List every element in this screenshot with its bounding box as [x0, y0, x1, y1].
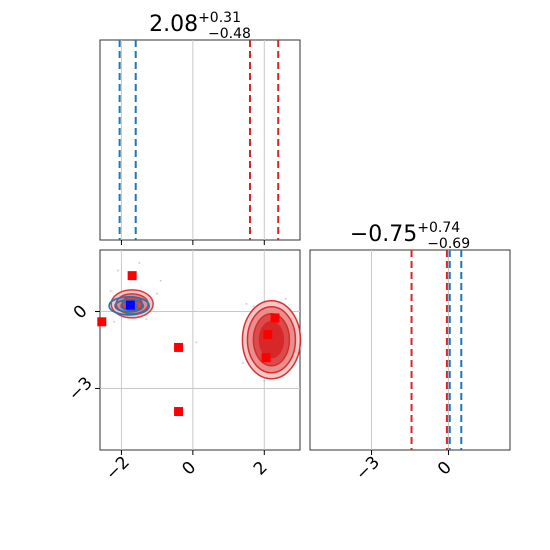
bottom-left-sample-11	[252, 305, 255, 308]
bottom-left-red-marker-5	[261, 353, 271, 363]
bottom-right-xtick-label-0: −3	[352, 453, 384, 485]
bottom-left-sample-1	[116, 269, 119, 272]
bottom-left-sample-10	[263, 379, 266, 382]
bottom-left-ytick-label-0: 0	[70, 301, 92, 323]
bottom-left-red-marker-0	[127, 271, 137, 281]
top-left-title-minus: −0.48	[208, 26, 251, 42]
bottom-right-title: −0.75+0.74 −0.69	[350, 220, 470, 252]
bottom-left-blue-marker	[125, 300, 135, 310]
panel-bottom-right-frame	[309, 249, 511, 451]
top-left-title: 2.08+0.31 −0.48	[149, 10, 251, 42]
bottom-right-title-value: −0.75	[350, 222, 417, 247]
bottom-left-blue-contour-0	[108, 295, 151, 316]
bottom-left-red-marker-2	[174, 407, 184, 417]
bottom-left-red-marker-1	[174, 342, 184, 352]
panel-top-left-frame	[99, 39, 301, 241]
bottom-left-sample-4	[113, 320, 116, 323]
bottom-left-ytick-label-1: −3	[65, 373, 97, 405]
bottom-left-red-marker-4	[263, 330, 273, 340]
bottom-left-sample-8	[241, 361, 244, 364]
top-left-title-plus: +0.31	[198, 10, 241, 26]
bottom-right-xtick-label-1: 0	[434, 458, 456, 480]
bottom-left-sample-2	[156, 292, 159, 295]
bottom-left-sample-12	[195, 341, 198, 344]
bottom-right-title-minus: −0.69	[427, 236, 470, 252]
bottom-left-blue-contour-1	[114, 298, 145, 313]
bottom-left-sample-6	[245, 302, 248, 305]
bottom-left-sample-3	[145, 318, 148, 321]
bottom-left-xtick-label-2: 2	[250, 458, 272, 480]
bottom-left-red-marker-3	[270, 313, 280, 323]
bottom-left-sample-5	[159, 279, 162, 282]
bottom-left-sample-13	[138, 261, 141, 264]
bottom-left-xtick-label-0: −2	[102, 453, 134, 485]
top-left-title-value: 2.08	[149, 12, 198, 37]
bottom-left-red-contour-3	[258, 320, 285, 359]
bottom-left-sample-0	[109, 290, 112, 293]
bottom-right-title-plus: +0.74	[417, 220, 460, 236]
bottom-left-xtick-label-1: 0	[178, 458, 200, 480]
bottom-left-red-marker-6	[97, 317, 107, 327]
bottom-left-sample-9	[284, 297, 287, 300]
